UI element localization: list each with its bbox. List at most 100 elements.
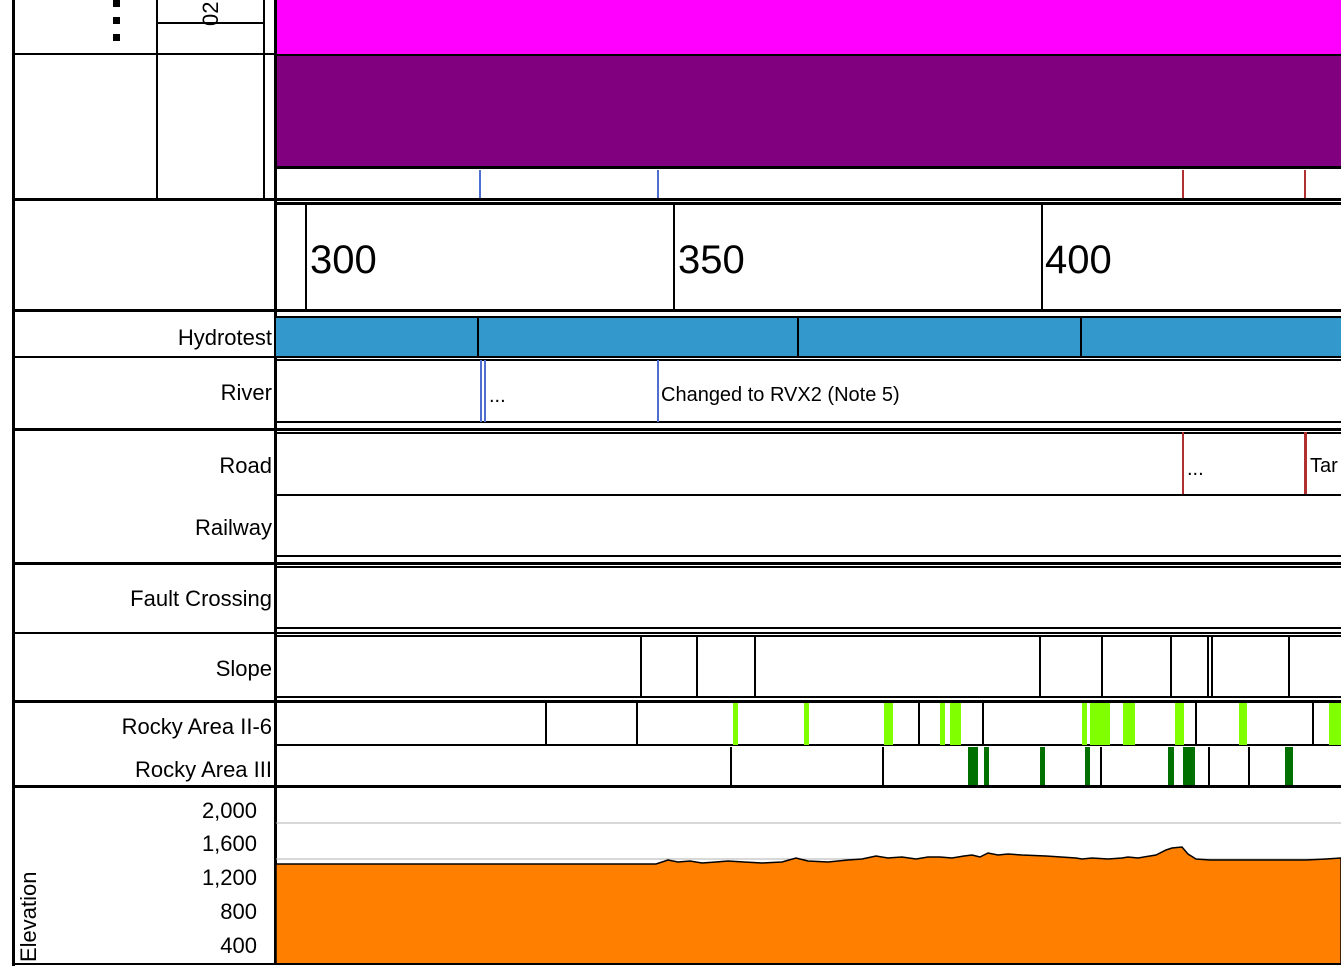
rock-segment-dark <box>1040 747 1045 785</box>
road-ellipsis: ... <box>1187 458 1204 480</box>
km-tick <box>1041 204 1043 310</box>
rock-divider <box>1248 747 1250 785</box>
row-rule <box>276 432 1341 434</box>
km-label-350: 350 <box>678 238 745 282</box>
header-divider <box>156 0 158 200</box>
hydrotest-divider <box>477 316 479 356</box>
rock-segment-light <box>1090 703 1110 745</box>
river-ellipsis: ... <box>489 385 506 407</box>
header-rule <box>156 22 265 24</box>
rock-segment-dark <box>1183 747 1195 785</box>
elevation-profile <box>276 822 1341 964</box>
elevation-axis-label: Elevation <box>16 871 41 962</box>
elevation-tick: 2,000 <box>201 798 257 823</box>
elevation-tick: 400 <box>220 933 257 958</box>
rock-segment-light <box>1082 703 1087 745</box>
section-rule <box>12 198 1341 201</box>
slope-divider <box>640 636 642 697</box>
rock-divider <box>1312 703 1314 745</box>
row-rule <box>12 562 1341 565</box>
road-note: Tar <box>1310 455 1338 477</box>
road-marker <box>1182 432 1184 494</box>
magenta-band <box>276 0 1341 56</box>
row-label-slope: Slope <box>215 656 272 681</box>
road-tick-top <box>1304 170 1306 198</box>
row-rule <box>276 635 1341 637</box>
dots-icon <box>113 0 121 45</box>
elevation-area <box>276 846 1341 964</box>
rock-divider <box>1195 703 1197 745</box>
purple-band <box>276 56 1341 169</box>
row-label-rocky-2-6: Rocky Area II-6 <box>121 714 272 739</box>
hydrotest-divider <box>1080 316 1082 356</box>
rock-divider <box>918 703 920 745</box>
rock-segment-dark <box>984 747 989 785</box>
row-rule <box>276 555 1341 557</box>
river-note: Changed to RVX2 (Note 5) <box>661 384 900 406</box>
row-label-river: River <box>220 380 272 405</box>
slope-divider <box>1211 636 1213 697</box>
rock-divider <box>1208 747 1210 785</box>
left-border <box>12 0 15 966</box>
road-tick-top <box>1182 170 1184 198</box>
slope-divider <box>1288 636 1290 697</box>
row-rule <box>276 421 1341 423</box>
elevation-tick: 1,200 <box>201 865 257 890</box>
row-rule <box>276 696 1341 698</box>
rock-segment-light <box>1329 703 1341 745</box>
row-rule <box>12 356 276 358</box>
rock-divider <box>636 703 638 745</box>
row-rule <box>276 494 1341 496</box>
section-rule <box>276 202 1341 205</box>
rock-divider <box>545 703 547 745</box>
row-rule <box>276 566 1341 568</box>
rock-segment-dark <box>1168 747 1174 785</box>
chart-left-border <box>274 0 277 963</box>
elevation-tick: 1,600 <box>201 831 257 856</box>
road-marker <box>1304 432 1307 494</box>
rock-divider <box>730 747 732 785</box>
km-label-400: 400 <box>1045 238 1112 282</box>
rock-segment-light <box>1239 703 1247 745</box>
row-label-railway: Railway <box>194 515 272 540</box>
slope-divider <box>1101 636 1103 697</box>
km-label-300: 300 <box>310 238 377 282</box>
river-marker <box>657 360 659 422</box>
row-rule <box>12 428 1341 431</box>
bottom-border <box>12 963 1341 965</box>
rock-segment-dark <box>1085 747 1090 785</box>
km-tick <box>305 204 307 310</box>
row-rule <box>12 700 1341 703</box>
river-marker <box>480 360 482 422</box>
row-label-hydrotest: Hydrotest <box>177 325 272 350</box>
river-tick-top <box>479 170 481 198</box>
row-rule <box>276 627 1341 629</box>
row-rule <box>12 632 1341 634</box>
slope-divider <box>1039 636 1041 697</box>
row-label-road: Road <box>219 453 272 478</box>
slope-divider <box>754 636 756 697</box>
slope-divider <box>1207 636 1209 697</box>
rock-segment-dark <box>968 747 978 785</box>
rock-segment-dark <box>1285 747 1293 785</box>
row-rule <box>276 359 1341 361</box>
rock-segment-light <box>804 703 809 745</box>
rock-divider <box>982 703 984 745</box>
vertical-header-text: 02 0 <box>198 0 223 26</box>
rock-segment-light <box>884 703 893 745</box>
river-marker <box>484 360 486 422</box>
header-rule <box>12 53 276 55</box>
slope-divider <box>1170 636 1172 697</box>
row-rule <box>276 744 1341 746</box>
row-label-fault: Fault Crossing <box>130 586 272 611</box>
rock-segment-light <box>1123 703 1135 745</box>
rock-segment-light <box>950 703 961 745</box>
hydrotest-bar <box>276 316 1341 358</box>
header-divider <box>263 0 265 200</box>
slope-divider <box>696 636 698 697</box>
row-label-rocky-3: Rocky Area III <box>135 757 272 782</box>
rock-segment-light <box>733 703 738 745</box>
rock-segment-light <box>940 703 945 745</box>
elevation-tick: 800 <box>220 899 257 924</box>
